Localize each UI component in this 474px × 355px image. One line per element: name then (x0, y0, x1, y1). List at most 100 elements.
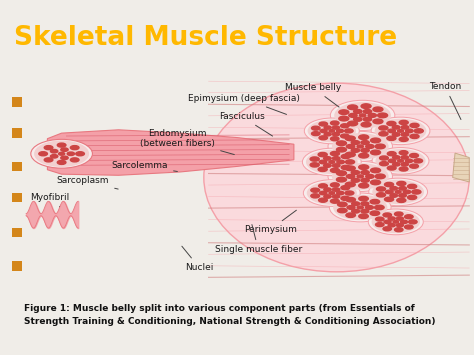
Text: Epimysium (deep fascia): Epimysium (deep fascia) (188, 94, 300, 114)
Circle shape (384, 220, 391, 224)
Circle shape (397, 181, 406, 186)
Circle shape (374, 119, 427, 143)
Circle shape (372, 211, 420, 233)
Text: Tendon: Tendon (429, 82, 461, 120)
Circle shape (332, 164, 340, 167)
Circle shape (341, 154, 350, 159)
Circle shape (320, 129, 327, 132)
Circle shape (337, 129, 344, 132)
Circle shape (310, 157, 319, 161)
Circle shape (378, 113, 388, 118)
Circle shape (329, 192, 335, 195)
Circle shape (359, 135, 369, 140)
Text: Sarcolemma: Sarcolemma (111, 161, 177, 171)
Circle shape (388, 129, 395, 133)
Circle shape (337, 191, 344, 195)
Circle shape (401, 126, 409, 129)
Circle shape (307, 181, 357, 205)
Circle shape (380, 162, 388, 166)
Circle shape (368, 113, 376, 118)
Circle shape (332, 195, 340, 198)
Circle shape (388, 159, 396, 163)
Circle shape (318, 152, 327, 157)
Text: Fasciculus: Fasciculus (219, 112, 273, 136)
Circle shape (351, 170, 360, 174)
Text: Nuclei: Nuclei (182, 246, 213, 272)
Circle shape (330, 137, 339, 141)
Circle shape (345, 182, 355, 187)
Circle shape (330, 168, 339, 173)
Circle shape (328, 161, 392, 191)
Circle shape (410, 134, 419, 138)
Circle shape (324, 195, 331, 198)
Circle shape (363, 118, 372, 121)
Circle shape (310, 163, 319, 167)
Circle shape (394, 228, 403, 232)
Circle shape (361, 148, 369, 152)
Ellipse shape (204, 83, 469, 272)
Circle shape (347, 206, 355, 209)
Circle shape (341, 134, 349, 138)
Circle shape (345, 166, 355, 171)
Circle shape (57, 160, 66, 164)
Circle shape (409, 220, 417, 224)
Circle shape (357, 206, 363, 209)
Circle shape (345, 152, 355, 157)
Circle shape (337, 202, 347, 207)
Circle shape (341, 186, 350, 190)
Circle shape (39, 152, 47, 156)
Circle shape (365, 206, 374, 209)
Circle shape (332, 188, 340, 191)
Circle shape (392, 133, 400, 136)
Circle shape (44, 146, 53, 150)
Circle shape (376, 187, 385, 191)
Circle shape (324, 188, 331, 191)
Circle shape (387, 166, 396, 170)
Circle shape (302, 148, 361, 176)
Circle shape (387, 121, 396, 126)
Circle shape (330, 152, 339, 156)
Circle shape (50, 154, 58, 158)
Circle shape (370, 211, 380, 215)
Circle shape (306, 150, 358, 174)
Circle shape (339, 116, 349, 121)
Circle shape (324, 126, 331, 129)
Circle shape (311, 126, 320, 130)
Circle shape (399, 187, 406, 190)
Circle shape (330, 199, 339, 203)
Circle shape (354, 118, 362, 121)
Circle shape (318, 167, 327, 171)
Circle shape (369, 178, 428, 206)
Circle shape (334, 102, 391, 129)
Circle shape (311, 132, 320, 136)
Circle shape (374, 205, 384, 210)
Circle shape (347, 105, 357, 110)
Circle shape (339, 110, 349, 115)
Bar (12, 97, 22, 106)
Text: Single muscle fiber: Single muscle fiber (215, 225, 302, 254)
Circle shape (384, 182, 393, 187)
Circle shape (61, 156, 68, 160)
Circle shape (410, 153, 419, 158)
Circle shape (399, 194, 406, 197)
Circle shape (337, 147, 346, 152)
Circle shape (401, 133, 409, 136)
Circle shape (399, 151, 408, 155)
Polygon shape (453, 153, 469, 182)
Text: Muscle belly: Muscle belly (285, 83, 341, 107)
Circle shape (399, 137, 408, 141)
Circle shape (410, 123, 419, 127)
Circle shape (345, 136, 355, 141)
Circle shape (35, 141, 89, 166)
Circle shape (345, 129, 353, 133)
Bar (12, 162, 22, 171)
Circle shape (408, 184, 417, 189)
Circle shape (359, 165, 369, 170)
Circle shape (412, 190, 421, 194)
Circle shape (375, 144, 385, 149)
Circle shape (398, 130, 403, 132)
Circle shape (366, 144, 374, 148)
Circle shape (337, 177, 346, 182)
Circle shape (346, 213, 356, 217)
Circle shape (332, 133, 389, 160)
